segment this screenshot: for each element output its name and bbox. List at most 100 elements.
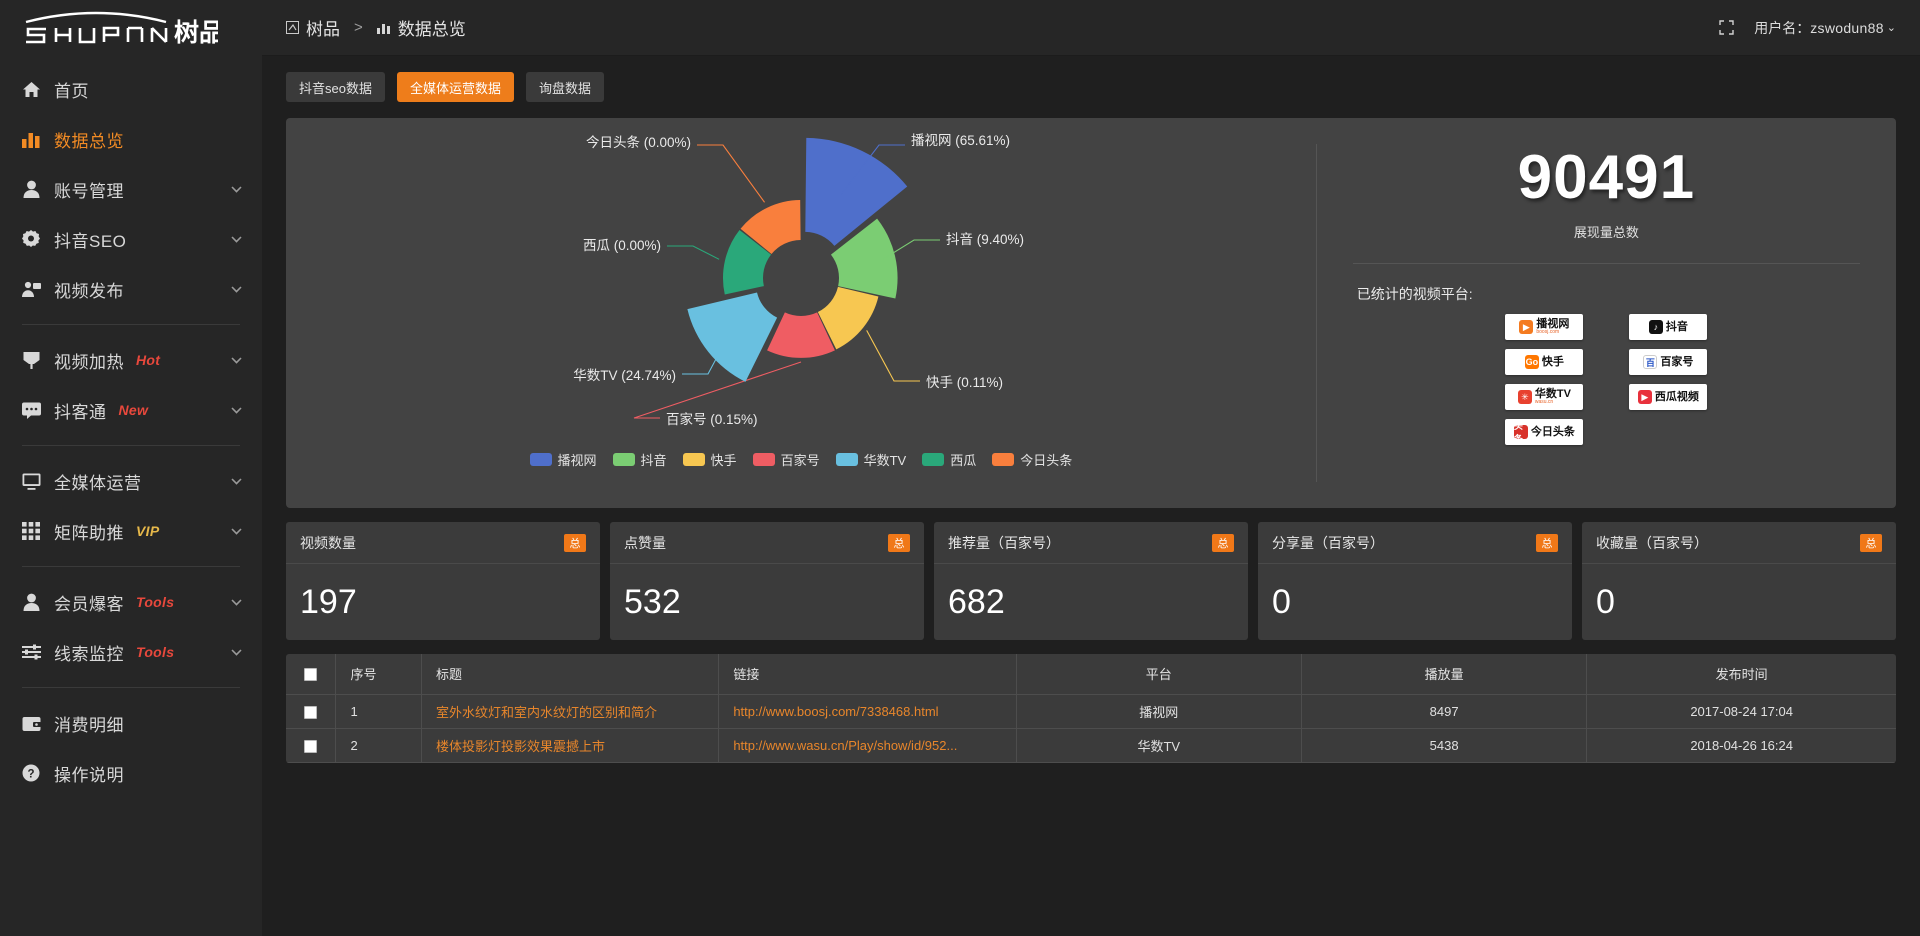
legend-label: 快手: [710, 453, 737, 468]
legend-item-抖音[interactable]: 抖音: [612, 450, 667, 469]
stat-card-视频数量: 视频数量 总 197: [286, 522, 600, 640]
row-title[interactable]: 楼体投影灯投影效果震撼上市: [421, 728, 720, 763]
stat-card-badge[interactable]: 总: [1536, 533, 1558, 552]
sidebar-item-label: 线索监控: [54, 644, 124, 664]
legend-swatch-icon: [612, 453, 635, 466]
sidebar-item-数据总览[interactable]: 数据总览: [0, 114, 262, 164]
legend-item-快手[interactable]: 快手: [682, 450, 737, 469]
platform-chip-label: 抖音: [1665, 320, 1688, 333]
table-header-plays[interactable]: 播放量: [1301, 654, 1588, 695]
breadcrumb: 树品 > 数据总览: [286, 15, 466, 40]
table-header-link[interactable]: 链接: [718, 654, 1017, 695]
platform-chip-label: 快手: [1541, 355, 1564, 368]
platform-chip-百家号[interactable]: 百百家号: [1629, 349, 1708, 376]
pie-slice-快手[interactable]: [817, 286, 879, 350]
platform-logo-icon: ▶: [1637, 390, 1652, 405]
platform-share-chart[interactable]: 播视网 (65.61%) 抖音 (9.40%) 快手 (0.11%) 百家号 (0.1…: [286, 118, 1316, 448]
pie-slice-华数TV[interactable]: [687, 292, 777, 382]
sidebar-item-账号管理[interactable]: 账号管理: [0, 164, 262, 214]
pie-leader-line: [840, 144, 905, 195]
tab-1[interactable]: 全媒体运营数据: [396, 72, 514, 102]
chevron-down-icon[interactable]: [231, 354, 242, 366]
chevron-down-icon[interactable]: [231, 283, 242, 295]
stat-card-value: 0: [1596, 582, 1615, 621]
bar-chart-icon: [20, 128, 42, 150]
monitor-icon: [20, 470, 42, 492]
stat-card-badge[interactable]: 总: [1212, 533, 1234, 552]
sidebar-item-矩阵助推[interactable]: 矩阵助推 VIP: [0, 506, 262, 556]
legend-item-西瓜[interactable]: 西瓜: [922, 450, 976, 469]
chevron-down-icon[interactable]: [231, 404, 242, 416]
pie-slice-今日头条[interactable]: [740, 200, 801, 254]
legend-item-播视网[interactable]: 播视网: [529, 450, 597, 469]
platform-chip-西瓜视频[interactable]: ▶ 西瓜视频: [1629, 384, 1708, 411]
user-name[interactable]: zswodun88: [1810, 19, 1884, 36]
stat-card-badge[interactable]: 总: [564, 533, 586, 552]
breadcrumb-root[interactable]: 树品: [286, 15, 340, 40]
overview-panel: 播视网 (65.61%) 抖音 (9.40%) 快手 (0.11%) 百家号 (0.1…: [286, 118, 1896, 508]
select-all-checkbox[interactable]: [304, 668, 318, 682]
sidebar-item-抖音SEO[interactable]: 抖音SEO: [0, 214, 262, 264]
breadcrumb-current-label: 数据总览: [397, 20, 466, 39]
pie-slice-播视网[interactable]: [805, 137, 908, 246]
chevron-down-icon[interactable]: [231, 596, 242, 608]
platform-chip-快手[interactable]: Go 快手: [1505, 349, 1584, 376]
pie-slice-西瓜[interactable]: [722, 230, 771, 295]
chevron-down-icon[interactable]: ⌄: [1886, 22, 1896, 34]
pie-slice-抖音[interactable]: [830, 218, 898, 299]
pie-slice-百家号[interactable]: [766, 312, 835, 358]
sidebar-item-操作说明[interactable]: ? 操作说明: [0, 748, 262, 798]
chevron-down-icon[interactable]: [231, 183, 242, 195]
sidebar-item-视频发布[interactable]: 视频发布: [0, 264, 262, 314]
legend-item-华数TV[interactable]: 华数TV: [835, 450, 906, 469]
gear-icon: [20, 228, 42, 250]
stat-card-row: 视频数量总 197 点赞量总 532 推荐量（百家号）总 682 分享量（百家号）总 0 收藏量…: [286, 522, 1896, 640]
main-area: 树品 > 数据总览 用户名： zswodun88 ⌄: [262, 0, 1920, 936]
stat-card-badge[interactable]: 总: [1860, 533, 1882, 552]
stat-card-title: 推荐量（百家号）: [948, 534, 1060, 551]
sidebar-item-全媒体运营[interactable]: 全媒体运营: [0, 456, 262, 506]
stat-card-title: 分享量（百家号）: [1272, 534, 1384, 551]
stat-card-点赞量: 点赞量 总 532: [610, 522, 924, 640]
row-checkbox[interactable]: [304, 739, 318, 753]
pie-leader-line: [882, 239, 940, 260]
stat-card-header: 点赞量 总: [610, 522, 924, 564]
table-row[interactable]: 2 楼体投影灯投影效果震撼上市 http://www.wasu.cn/Play/sh…: [286, 728, 1896, 763]
platform-chip-华数TV[interactable]: ✳ 华数TV wasu.cn: [1505, 384, 1584, 411]
table-header-platform[interactable]: 平台: [1016, 654, 1302, 695]
platform-logo-icon: ✳: [1517, 390, 1532, 405]
legend-item-百家号[interactable]: 百家号: [752, 450, 820, 469]
platform-chip-label: 今日头条: [1530, 425, 1575, 438]
row-title[interactable]: 室外水纹灯和室内水纹灯的区别和简介: [421, 694, 720, 729]
sidebar-separator: [22, 445, 240, 446]
sidebar-item-首页[interactable]: 首页: [0, 64, 262, 114]
brand-logo[interactable]: 树品: [0, 0, 262, 56]
table-header-title[interactable]: 标题: [421, 654, 720, 695]
row-select-cell: [286, 728, 337, 763]
table-header-time[interactable]: 发布时间: [1586, 654, 1896, 695]
legend-item-今日头条[interactable]: 今日头条: [992, 450, 1072, 469]
table-row[interactable]: 1 室外水纹灯和室内水纹灯的区别和简介 http://www.boosj.com/7…: [286, 694, 1896, 729]
stat-card-badge[interactable]: 总: [888, 533, 910, 552]
sidebar-item-抖客通[interactable]: 抖客通 New: [0, 385, 262, 435]
platform-chip-抖音[interactable]: ♪ 抖音: [1629, 314, 1708, 341]
chevron-down-icon[interactable]: [231, 525, 242, 537]
sidebar-item-视频加热[interactable]: 视频加热 Hot: [0, 335, 262, 385]
sidebar-item-会员爆客[interactable]: 会员爆客 Tools: [0, 577, 262, 627]
chevron-down-icon[interactable]: [231, 646, 242, 658]
legend-label: 今日头条: [1020, 453, 1073, 468]
row-checkbox[interactable]: [304, 705, 318, 719]
row-link[interactable]: http://www.boosj.com/7338468.html: [718, 694, 1017, 729]
table-header-index[interactable]: 序号: [335, 654, 423, 695]
tab-0[interactable]: 抖音seo数据: [286, 72, 385, 102]
sidebar-item-消费明细[interactable]: 消费明细: [0, 698, 262, 748]
row-link[interactable]: http://www.wasu.cn/Play/show/id/952...: [718, 728, 1017, 763]
chevron-down-icon[interactable]: [231, 475, 242, 487]
platform-chip-播视网[interactable]: ▶ 播视网 boosj.com: [1505, 314, 1584, 341]
comment-icon: [20, 399, 42, 421]
platform-chip-今日头条[interactable]: 头条 今日头条: [1505, 419, 1584, 446]
sidebar-item-线索监控[interactable]: 线索监控 Tools: [0, 627, 262, 677]
chevron-down-icon[interactable]: [231, 233, 242, 245]
tab-2[interactable]: 询盘数据: [525, 72, 604, 102]
fullscreen-icon[interactable]: [1719, 20, 1734, 35]
